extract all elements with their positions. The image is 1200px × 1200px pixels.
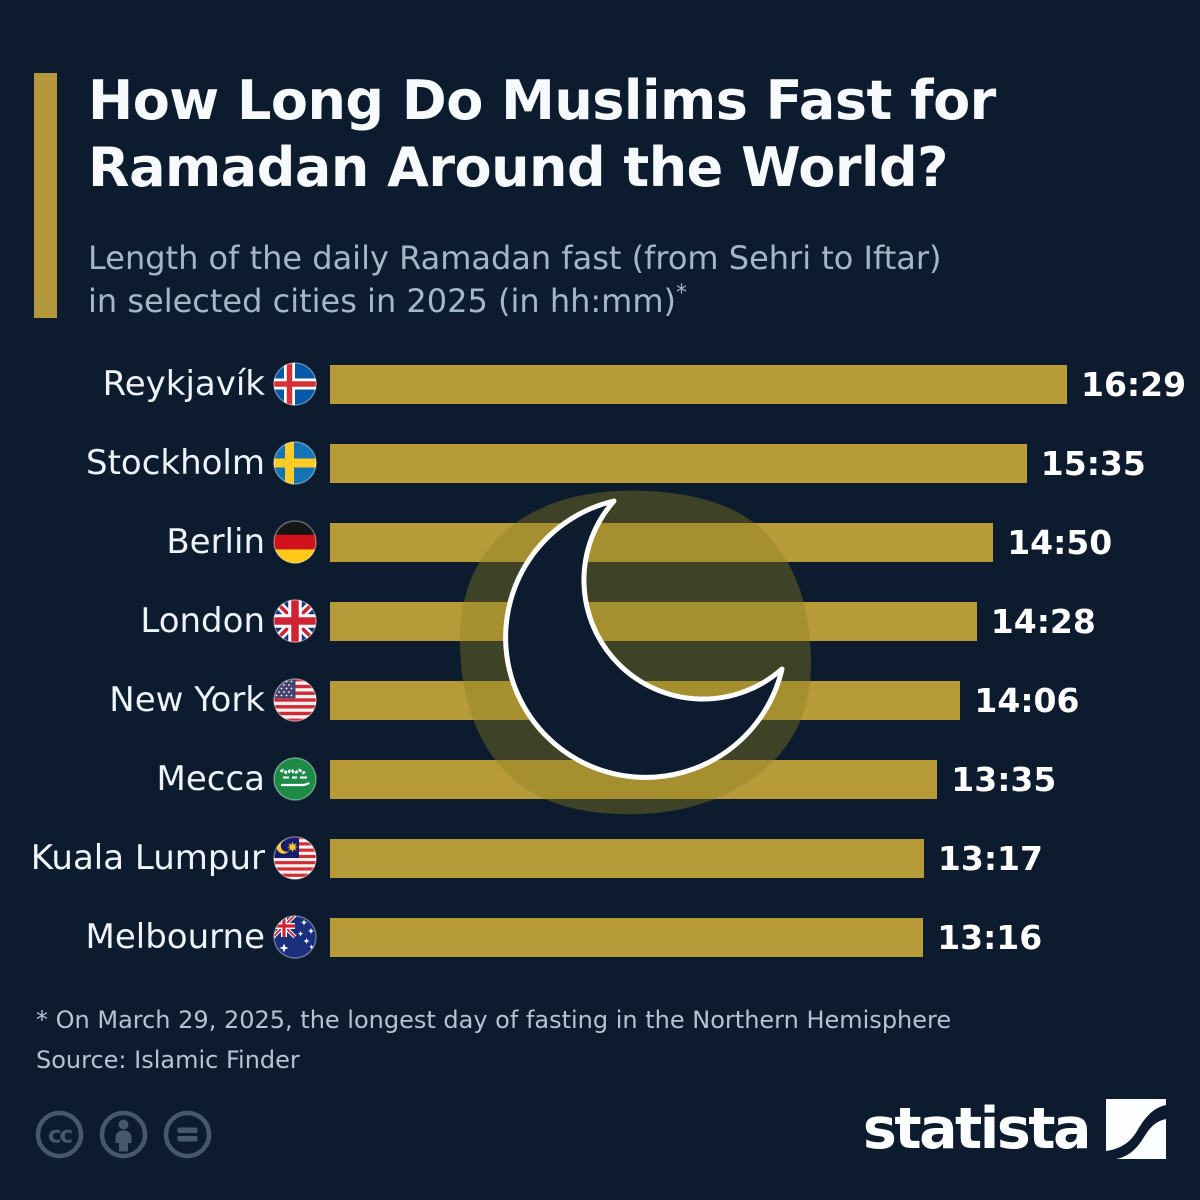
- bar: [330, 917, 924, 957]
- bar: [330, 364, 1067, 404]
- city-label: Berlin: [166, 522, 265, 562]
- value-label: 14:50: [1007, 522, 1113, 562]
- bar: [330, 443, 1027, 483]
- attribution-icon[interactable]: [97, 1108, 150, 1161]
- value-label: 13:17: [937, 838, 1043, 878]
- subtitle-line-2: in selected cities in 2025 (in hh:mm)*: [88, 280, 687, 320]
- saudi-arabia-flag-icon: [273, 757, 317, 801]
- bar: [330, 522, 994, 562]
- title-line-2: Ramadan Around the World?: [88, 135, 948, 199]
- bar: [330, 838, 924, 878]
- bar-row-mecca: Mecca 13:35: [0, 757, 1056, 801]
- bar-row-melbourne: Melbourne: [0, 915, 1042, 959]
- value-label: 16:29: [1081, 364, 1187, 404]
- page-title: How Long Do Muslims Fast for Ramadan Aro…: [88, 68, 1168, 202]
- value-label: 13:35: [951, 759, 1057, 799]
- license-icons: cc: [33, 1108, 214, 1161]
- bar: [330, 759, 938, 799]
- statista-logo[interactable]: statista: [863, 1099, 1166, 1159]
- usa-flag-icon: [273, 678, 317, 722]
- footnote-marker: *: [676, 280, 687, 306]
- city-label: New York: [109, 680, 265, 720]
- value-label: 14:28: [990, 601, 1096, 641]
- subtitle-line-1: Length of the daily Ramadan fast (from S…: [88, 239, 942, 277]
- bar-row-berlin: Berlin 14:50: [0, 520, 1112, 564]
- creative-commons-icon[interactable]: cc: [33, 1108, 86, 1161]
- city-label: Stockholm: [85, 443, 265, 483]
- equals-icon[interactable]: [161, 1108, 214, 1161]
- bar-row-stockholm: Stockholm 15:35: [0, 441, 1146, 485]
- bar: [330, 601, 977, 641]
- city-label: London: [140, 601, 265, 641]
- sweden-flag-icon: [273, 441, 317, 485]
- source-text: Source: Islamic Finder: [36, 1046, 300, 1074]
- svg-text:cc: cc: [48, 1123, 73, 1149]
- bar: [330, 680, 961, 720]
- city-label: Melbourne: [85, 917, 265, 957]
- value-label: 14:06: [974, 680, 1080, 720]
- footnote-text: * On March 29, 2025, the longest day of …: [36, 1006, 952, 1034]
- value-label: 13:16: [937, 917, 1043, 957]
- australia-flag-icon: [273, 915, 317, 959]
- value-label: 15:35: [1040, 443, 1146, 483]
- uk-flag-icon: [273, 599, 317, 643]
- statista-wordmark: statista: [862, 1095, 1092, 1162]
- city-label: Mecca: [156, 759, 265, 799]
- bar-row-london: London 14:28: [0, 599, 1096, 643]
- germany-flag-icon: [273, 520, 317, 564]
- chart-subtitle: Length of the daily Ramadan fast (from S…: [88, 238, 1148, 323]
- bar-row-kuala-lumpur: Kuala Lumpur: [0, 836, 1043, 880]
- city-label: Reykjavík: [102, 364, 265, 404]
- iceland-flag-icon: [273, 362, 317, 406]
- city-label: Kuala Lumpur: [30, 838, 265, 878]
- malaysia-flag-icon: [273, 836, 317, 880]
- statista-logo-icon: [1106, 1099, 1166, 1159]
- title-accent-bar: [34, 73, 57, 318]
- bar-row-reykjavik: Reykjavík 16:29: [0, 362, 1186, 406]
- bar-row-new-york: New York: [0, 678, 1079, 722]
- title-line-1: How Long Do Muslims Fast for: [88, 69, 996, 132]
- footer-notes: * On March 29, 2025, the longest day of …: [36, 1000, 951, 1080]
